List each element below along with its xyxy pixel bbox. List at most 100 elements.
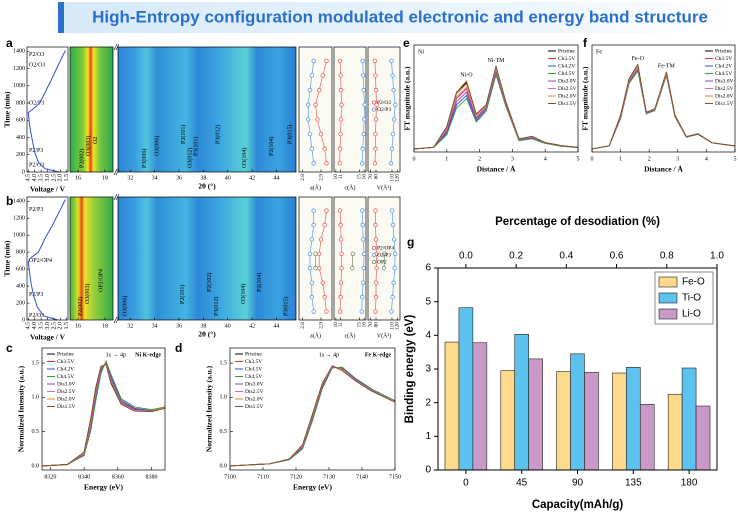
lattice-point: [324, 58, 329, 63]
spectrum-line: [229, 365, 396, 467]
x-tick-label: 32: [127, 175, 133, 181]
phase-label: P2/O3: [29, 162, 44, 168]
x-tick-label: 44: [273, 323, 279, 329]
lattice-point: [360, 58, 365, 63]
lattice-point: [322, 222, 327, 228]
x-tick-label: 5: [577, 156, 580, 162]
bar: [695, 405, 711, 471]
lattice-line: [339, 210, 342, 312]
legend-label: Dis1.5V: [558, 101, 577, 107]
lattice-line: [318, 210, 327, 312]
bar: [667, 393, 683, 471]
plot-frame: [26, 196, 69, 321]
x-tick-label: 0: [463, 478, 469, 489]
lattice-panel: [334, 47, 366, 172]
lattice-line: [375, 210, 377, 312]
lattice-line: [374, 60, 377, 164]
legend-label: O2/P3: [377, 107, 391, 113]
lattice-point: [311, 208, 316, 213]
x-axis-label: 2θ (°): [198, 182, 216, 191]
x-tick-label: 3: [511, 156, 514, 162]
lattice-point: [311, 58, 316, 63]
y-tick-label: 6: [425, 263, 431, 274]
lattice-point: [392, 266, 397, 271]
phase-label: O2/O3: [29, 62, 45, 68]
legend-label: Ti-O: [682, 293, 701, 304]
x-tick-label: 34: [152, 175, 158, 181]
x-tick-label: 38: [200, 323, 206, 329]
x-tick-label: 7140: [356, 474, 368, 480]
x-tick-label: 7110: [257, 474, 269, 480]
plot-frame: [591, 44, 736, 153]
lattice-point: [389, 146, 395, 151]
x-tick-label: 1: [619, 156, 622, 162]
y-tick-label: 0.5: [32, 429, 40, 435]
x-tick-label: 3.5: [38, 174, 44, 182]
y-tick-label: 5: [425, 296, 431, 307]
plot-frame: [333, 46, 367, 173]
bar: [626, 367, 641, 471]
legend-label: Ch4.5V: [558, 71, 575, 77]
lattice-point: [390, 131, 396, 137]
axis-break: [113, 168, 120, 176]
plot-frame: [413, 44, 579, 153]
legend-label: Ch4.5V: [715, 71, 732, 77]
lattice-point: [373, 309, 378, 314]
x-tick-label: 16: [75, 323, 81, 329]
bar: [612, 372, 627, 471]
x-tick-label: 4.0: [32, 174, 38, 182]
lattice-point: [322, 146, 327, 151]
spectrum-line: [413, 64, 579, 150]
plot-frame: [117, 196, 297, 321]
lattice-point: [360, 208, 365, 213]
lattice-point: [324, 161, 329, 166]
bar: [639, 404, 655, 471]
lattice-point: [390, 294, 395, 300]
panel-letter: b: [6, 194, 13, 208]
x-axis-label: Distance / Å: [644, 165, 683, 174]
lattice-point: [311, 161, 316, 166]
contour-map: [70, 47, 113, 172]
x-tick-label: 40: [225, 175, 231, 181]
lattice-point: [361, 117, 367, 122]
y-tick-label: 1.5: [32, 360, 40, 366]
peak-label: P3(015): [286, 125, 293, 144]
peak-label: Ni-O: [460, 73, 473, 79]
legend-label: Pristine: [715, 48, 732, 54]
panel-letter: g: [407, 235, 414, 249]
peak-label: O3(104): [240, 284, 247, 304]
legend-label: Li-O: [682, 309, 701, 320]
x-tick-label: 2.9: [318, 322, 324, 329]
plot-frame: [298, 46, 333, 173]
lattice-point: [360, 294, 365, 300]
y-tick-label: 1400: [13, 199, 25, 205]
x2-tick-label: 0.6: [610, 251, 624, 262]
x-tick-label: 32: [127, 323, 133, 329]
x-axis-label: V(Å³): [377, 331, 391, 339]
legend-label: Dis3.0V: [558, 78, 577, 84]
lattice-point: [311, 309, 316, 314]
x-tick-label: 0: [591, 156, 594, 162]
spectrum-line: [41, 359, 166, 467]
y-tick-label: 0.0: [32, 463, 40, 469]
bar: [570, 353, 585, 471]
lattice-point: [373, 117, 379, 122]
lattice-point: [389, 309, 394, 314]
lattice-point: [337, 309, 343, 314]
x2-tick-label: 1.0: [710, 251, 724, 262]
x-tick-label: 80: [373, 174, 379, 180]
y-tick-label: 600: [16, 266, 25, 272]
phase-label: OP2/OP4: [29, 258, 52, 264]
lattice-point: [309, 280, 315, 285]
peak-label: Fe-O: [632, 56, 645, 62]
legend-label: Dis1.5V: [57, 404, 76, 410]
plot-frame: [41, 347, 166, 471]
x2-tick-label: 0.0: [459, 251, 473, 262]
peak-label: P2(102): [206, 273, 213, 292]
lattice-point: [393, 102, 398, 107]
legend-label: Ch4.5V: [245, 374, 262, 380]
y-axis-label: FT magnitude (a.u.): [581, 66, 590, 131]
plot-frame: [437, 267, 718, 471]
lattice-point: [391, 117, 397, 122]
